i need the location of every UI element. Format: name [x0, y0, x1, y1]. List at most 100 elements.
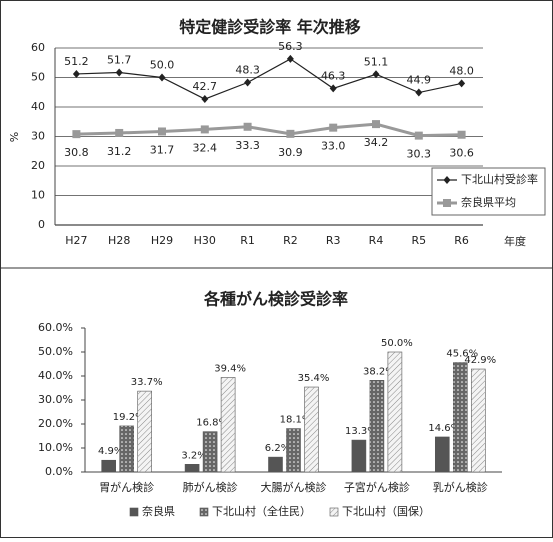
legend-label: 下北山村（全住民）: [212, 504, 311, 518]
bar-texture: [304, 387, 319, 472]
y-tick-label: 30.0%: [38, 393, 73, 406]
legend-swatch: [129, 507, 139, 517]
bar-texture: [369, 380, 384, 472]
data-label: 42.7: [193, 80, 218, 93]
x-tick-label: 乳がん検診: [433, 480, 488, 494]
point: [415, 88, 423, 97]
data-label: 30.9: [278, 146, 303, 159]
point: [286, 54, 294, 63]
chart-title: 各種がん検診受診率: [203, 290, 348, 309]
y-tick-label: 60: [31, 41, 45, 54]
x-tick-label: H30: [194, 234, 216, 247]
data-label: 33.7%: [131, 377, 163, 388]
y-tick-label: 20.0%: [38, 417, 73, 430]
legend-label: 奈良県: [142, 504, 175, 518]
y-tick-label: 30: [31, 130, 45, 143]
x-tick-label: H28: [108, 234, 130, 247]
y-tick-label: 60.0%: [38, 321, 73, 334]
data-label: 31.7: [150, 143, 175, 156]
data-label: 30.8: [64, 146, 89, 159]
legend-label: 下北山村（国保）: [342, 504, 430, 518]
x-axis-label: 年度: [504, 234, 526, 248]
point: [115, 68, 123, 77]
y-tick-label: 0.0%: [45, 465, 73, 478]
y-tick-label: 50.0%: [38, 345, 73, 358]
x-tick-label: 肺がん検診: [183, 480, 238, 494]
series-line: [76, 58, 462, 100]
point: [286, 129, 295, 138]
data-label: 30.3: [407, 148, 432, 161]
bar-texture: [286, 428, 301, 472]
data-label: 51.7: [107, 53, 132, 66]
point: [72, 130, 81, 139]
data-label: 30.6: [449, 147, 474, 160]
point: [243, 122, 252, 131]
point: [201, 95, 209, 104]
bar-texture: [119, 425, 134, 472]
y-axis-label: %: [8, 132, 21, 142]
data-label: 44.9: [407, 74, 432, 87]
legend-label: 奈良県平均: [461, 195, 516, 209]
bar: [434, 436, 450, 473]
x-tick-label: 子宮がん検診: [344, 480, 410, 494]
point: [244, 78, 252, 87]
bar: [184, 464, 200, 473]
x-tick-label: R4: [369, 234, 384, 247]
point: [372, 70, 380, 79]
bar-texture: [203, 431, 218, 472]
chart-title: 特定健診受診率 年次推移: [179, 18, 361, 37]
point: [158, 127, 166, 136]
data-label: 31.2: [107, 145, 132, 158]
bar-texture: [471, 369, 486, 472]
data-label: 51.2: [64, 55, 89, 68]
x-tick-label: 大腸がん検診: [261, 480, 327, 494]
legend-marker: [443, 199, 451, 207]
point: [329, 123, 338, 132]
y-tick-label: 40: [31, 100, 45, 113]
x-tick-label: R6: [454, 234, 469, 247]
bar-texture: [221, 377, 236, 472]
y-tick-label: 50: [31, 71, 45, 84]
data-label: 6.2%: [265, 443, 290, 454]
bar: [268, 456, 283, 473]
data-label: 4.9%: [98, 446, 123, 457]
data-label: 34.2: [364, 136, 389, 149]
point: [329, 84, 337, 93]
legend-label: 下北山村受診率: [461, 172, 538, 186]
bar-texture: [387, 352, 402, 472]
y-tick-label: 40.0%: [38, 369, 73, 382]
data-label: 48.3: [235, 64, 260, 77]
data-label: 39.4%: [214, 363, 246, 374]
x-tick-label: 胃がん検診: [99, 480, 154, 494]
x-tick-label: R5: [411, 234, 426, 247]
point: [414, 131, 423, 140]
data-label: 48.0: [449, 64, 474, 77]
data-label: 14.6%: [428, 423, 460, 434]
x-tick-label: H29: [151, 234, 173, 247]
y-tick-label: 10: [31, 189, 45, 202]
point: [457, 130, 466, 139]
data-label: 50.0: [150, 59, 175, 72]
legend-texture: [330, 508, 338, 516]
data-label: 50.0%: [381, 338, 413, 349]
data-label: 16.8%: [196, 418, 228, 429]
data-label: 46.3: [321, 69, 346, 82]
data-label: 51.1: [364, 55, 389, 68]
y-tick-label: 10.0%: [38, 441, 73, 454]
data-label: 19.2%: [113, 412, 145, 423]
series-line: [76, 122, 462, 138]
x-tick-label: H27: [65, 234, 87, 247]
data-label: 56.3: [278, 40, 303, 53]
point: [115, 128, 124, 137]
bar: [101, 459, 116, 473]
data-label: 32.4: [193, 141, 218, 154]
point: [372, 120, 380, 129]
x-tick-label: R1: [240, 234, 255, 247]
point: [200, 125, 209, 134]
data-label: 38.2%: [363, 366, 395, 377]
data-label: 18.1%: [280, 415, 312, 426]
legend-marker: [443, 176, 451, 184]
x-tick-label: R2: [283, 234, 298, 247]
data-label: 33.0: [321, 140, 346, 153]
legend-box: [431, 167, 546, 216]
